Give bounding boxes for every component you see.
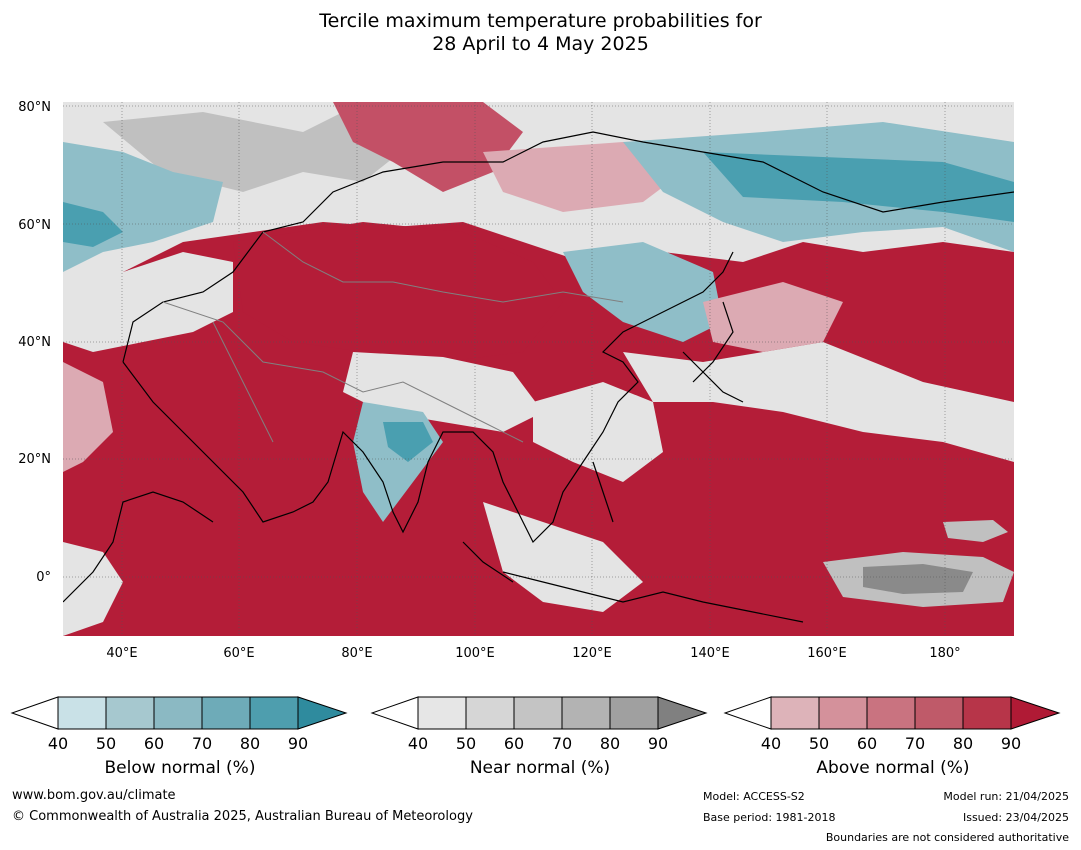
- colorbar-above-normal-segment: [962, 696, 1012, 730]
- colorbar-near-normal-segment: [657, 696, 708, 730]
- lat-label-0: 0°: [36, 570, 51, 585]
- map-title-line2: 28 April to 4 May 2025: [432, 33, 649, 55]
- colorbar-below-normal-tick: 40: [47, 734, 69, 753]
- colorbar-below-normal-tick: 90: [287, 734, 309, 753]
- colorbar-above-normal-tick: 90: [1000, 734, 1022, 753]
- colorbar-below-normal-min-extend: [10, 696, 59, 730]
- region-arabia-above-light: [63, 362, 113, 472]
- colorbar-above-normal-segment: [818, 696, 868, 730]
- legend-above-normal: Above normal (%) 40 50 60 70 80 90: [723, 694, 1063, 784]
- footer-model-run: Model run: 21/04/2025: [943, 790, 1069, 803]
- legend-near-normal: Near normal (%) 40 50 60 70 80 90: [370, 694, 710, 784]
- colorbar-near-normal-segment: [417, 696, 467, 730]
- footer-copyright: © Commonwealth of Australia 2025, Austra…: [12, 809, 473, 824]
- legend-title-above-normal: Above normal (%): [816, 758, 970, 778]
- colorbar-below-normal-segment: [297, 696, 348, 730]
- region-pacific-near-normal-small: [943, 520, 1008, 542]
- footer-disclaimer: Boundaries are not considered authoritat…: [825, 831, 1069, 844]
- region-north-pacific-near-normal: [623, 342, 1014, 462]
- footer-issued: Issued: 23/04/2025: [962, 811, 1069, 824]
- colorbar-near-normal-min-extend: [370, 696, 419, 730]
- country-boundaries: [162, 231, 624, 443]
- region-siberia-above: [333, 102, 523, 192]
- lat-label-40n: 40°N: [18, 335, 51, 350]
- colorbar-near-normal-segment: [561, 696, 611, 730]
- colorbar-above-normal-tick: 60: [856, 734, 878, 753]
- lon-label-120e: 120°E: [572, 646, 612, 661]
- colorbar-below-normal-segment: [153, 696, 203, 730]
- legend-title-near-normal: Near normal (%): [469, 758, 611, 778]
- probability-map: [63, 102, 1014, 636]
- colorbar-below-normal-tick: 50: [95, 734, 117, 753]
- colorbar-near-normal-tick: 80: [599, 734, 621, 753]
- lon-label-60e: 60°E: [223, 646, 255, 661]
- region-africa-near-normal: [63, 542, 123, 636]
- lon-label-100e: 100°E: [455, 646, 495, 661]
- region-tropical-pacific-near-normal-dark: [863, 564, 973, 594]
- region-west-near-normal: [63, 252, 233, 352]
- colorbar-below-normal-segment: [57, 696, 107, 730]
- coastlines: [63, 131, 1014, 623]
- footer-model: Model: ACCESS-S2: [703, 790, 805, 803]
- colorbar-below-normal-tick: 70: [191, 734, 213, 753]
- legend-below-normal: Below normal (%) 40 50 60 70 80 90: [10, 694, 350, 784]
- region-japan-above-light: [703, 282, 843, 352]
- colorbar-below-normal-segment: [249, 696, 299, 730]
- region-central-asia-above: [233, 222, 563, 362]
- lon-label-40e: 40°E: [106, 646, 138, 661]
- lat-label-20n: 20°N: [18, 452, 51, 467]
- colorbar-below-normal-tick: 60: [143, 734, 165, 753]
- region-east-siberia-below-dark: [703, 152, 1014, 222]
- lat-label-80n: 80°N: [18, 100, 51, 115]
- colorbar-near-normal-segment: [513, 696, 563, 730]
- colorbar-near-normal-tick: 70: [551, 734, 573, 753]
- region-mongolia-below: [563, 242, 723, 342]
- region-east-china-near-normal: [533, 382, 663, 482]
- legend-title-below-normal: Below normal (%): [104, 758, 256, 778]
- colorbar-near-normal-tick: 40: [407, 734, 429, 753]
- colorbar-near-normal-tick: 90: [647, 734, 669, 753]
- map-title-line1: Tercile maximum temperature probabilitie…: [319, 10, 762, 32]
- colorbar-near-normal-tick: 50: [455, 734, 477, 753]
- colorbar-above-normal-segment: [1010, 696, 1061, 730]
- region-india-below-dark: [383, 422, 433, 462]
- region-maritime-near-normal: [483, 502, 643, 612]
- colorbar-above-normal-tick: 50: [808, 734, 830, 753]
- colorbar-above-normal: [723, 696, 1061, 730]
- colorbar-below-normal-segment: [105, 696, 155, 730]
- lon-label-140e: 140°E: [690, 646, 730, 661]
- colorbar-above-normal-segment: [770, 696, 820, 730]
- colorbar-below-normal: [10, 696, 348, 730]
- colorbar-near-normal-tick: 60: [503, 734, 525, 753]
- colorbar-above-normal-tick: 70: [904, 734, 926, 753]
- colorbar-near-normal-segment: [609, 696, 659, 730]
- colorbar-below-normal-segment: [201, 696, 251, 730]
- colorbar-above-normal-segment: [866, 696, 916, 730]
- lon-label-180: 180°: [929, 646, 961, 661]
- colorbar-above-normal-min-extend: [723, 696, 772, 730]
- graticule: [63, 102, 1014, 636]
- colorbar-near-normal-segment: [465, 696, 515, 730]
- footer-url[interactable]: www.bom.gov.au/climate: [12, 788, 176, 803]
- lat-label-60n: 60°N: [18, 218, 51, 233]
- colorbar-above-normal-segment: [914, 696, 964, 730]
- region-arctic-above-light: [483, 142, 683, 212]
- region-europe-below-dark: [63, 202, 123, 247]
- lon-label-80e: 80°E: [341, 646, 373, 661]
- colorbar-near-normal: [370, 696, 708, 730]
- lon-label-160e: 160°E: [807, 646, 847, 661]
- region-north-near-normal-mid: [103, 112, 413, 192]
- footer-base-period: Base period: 1981-2018: [703, 811, 836, 824]
- colorbar-below-normal-tick: 80: [239, 734, 261, 753]
- colorbar-above-normal-tick: 80: [952, 734, 974, 753]
- colorbar-above-normal-tick: 40: [760, 734, 782, 753]
